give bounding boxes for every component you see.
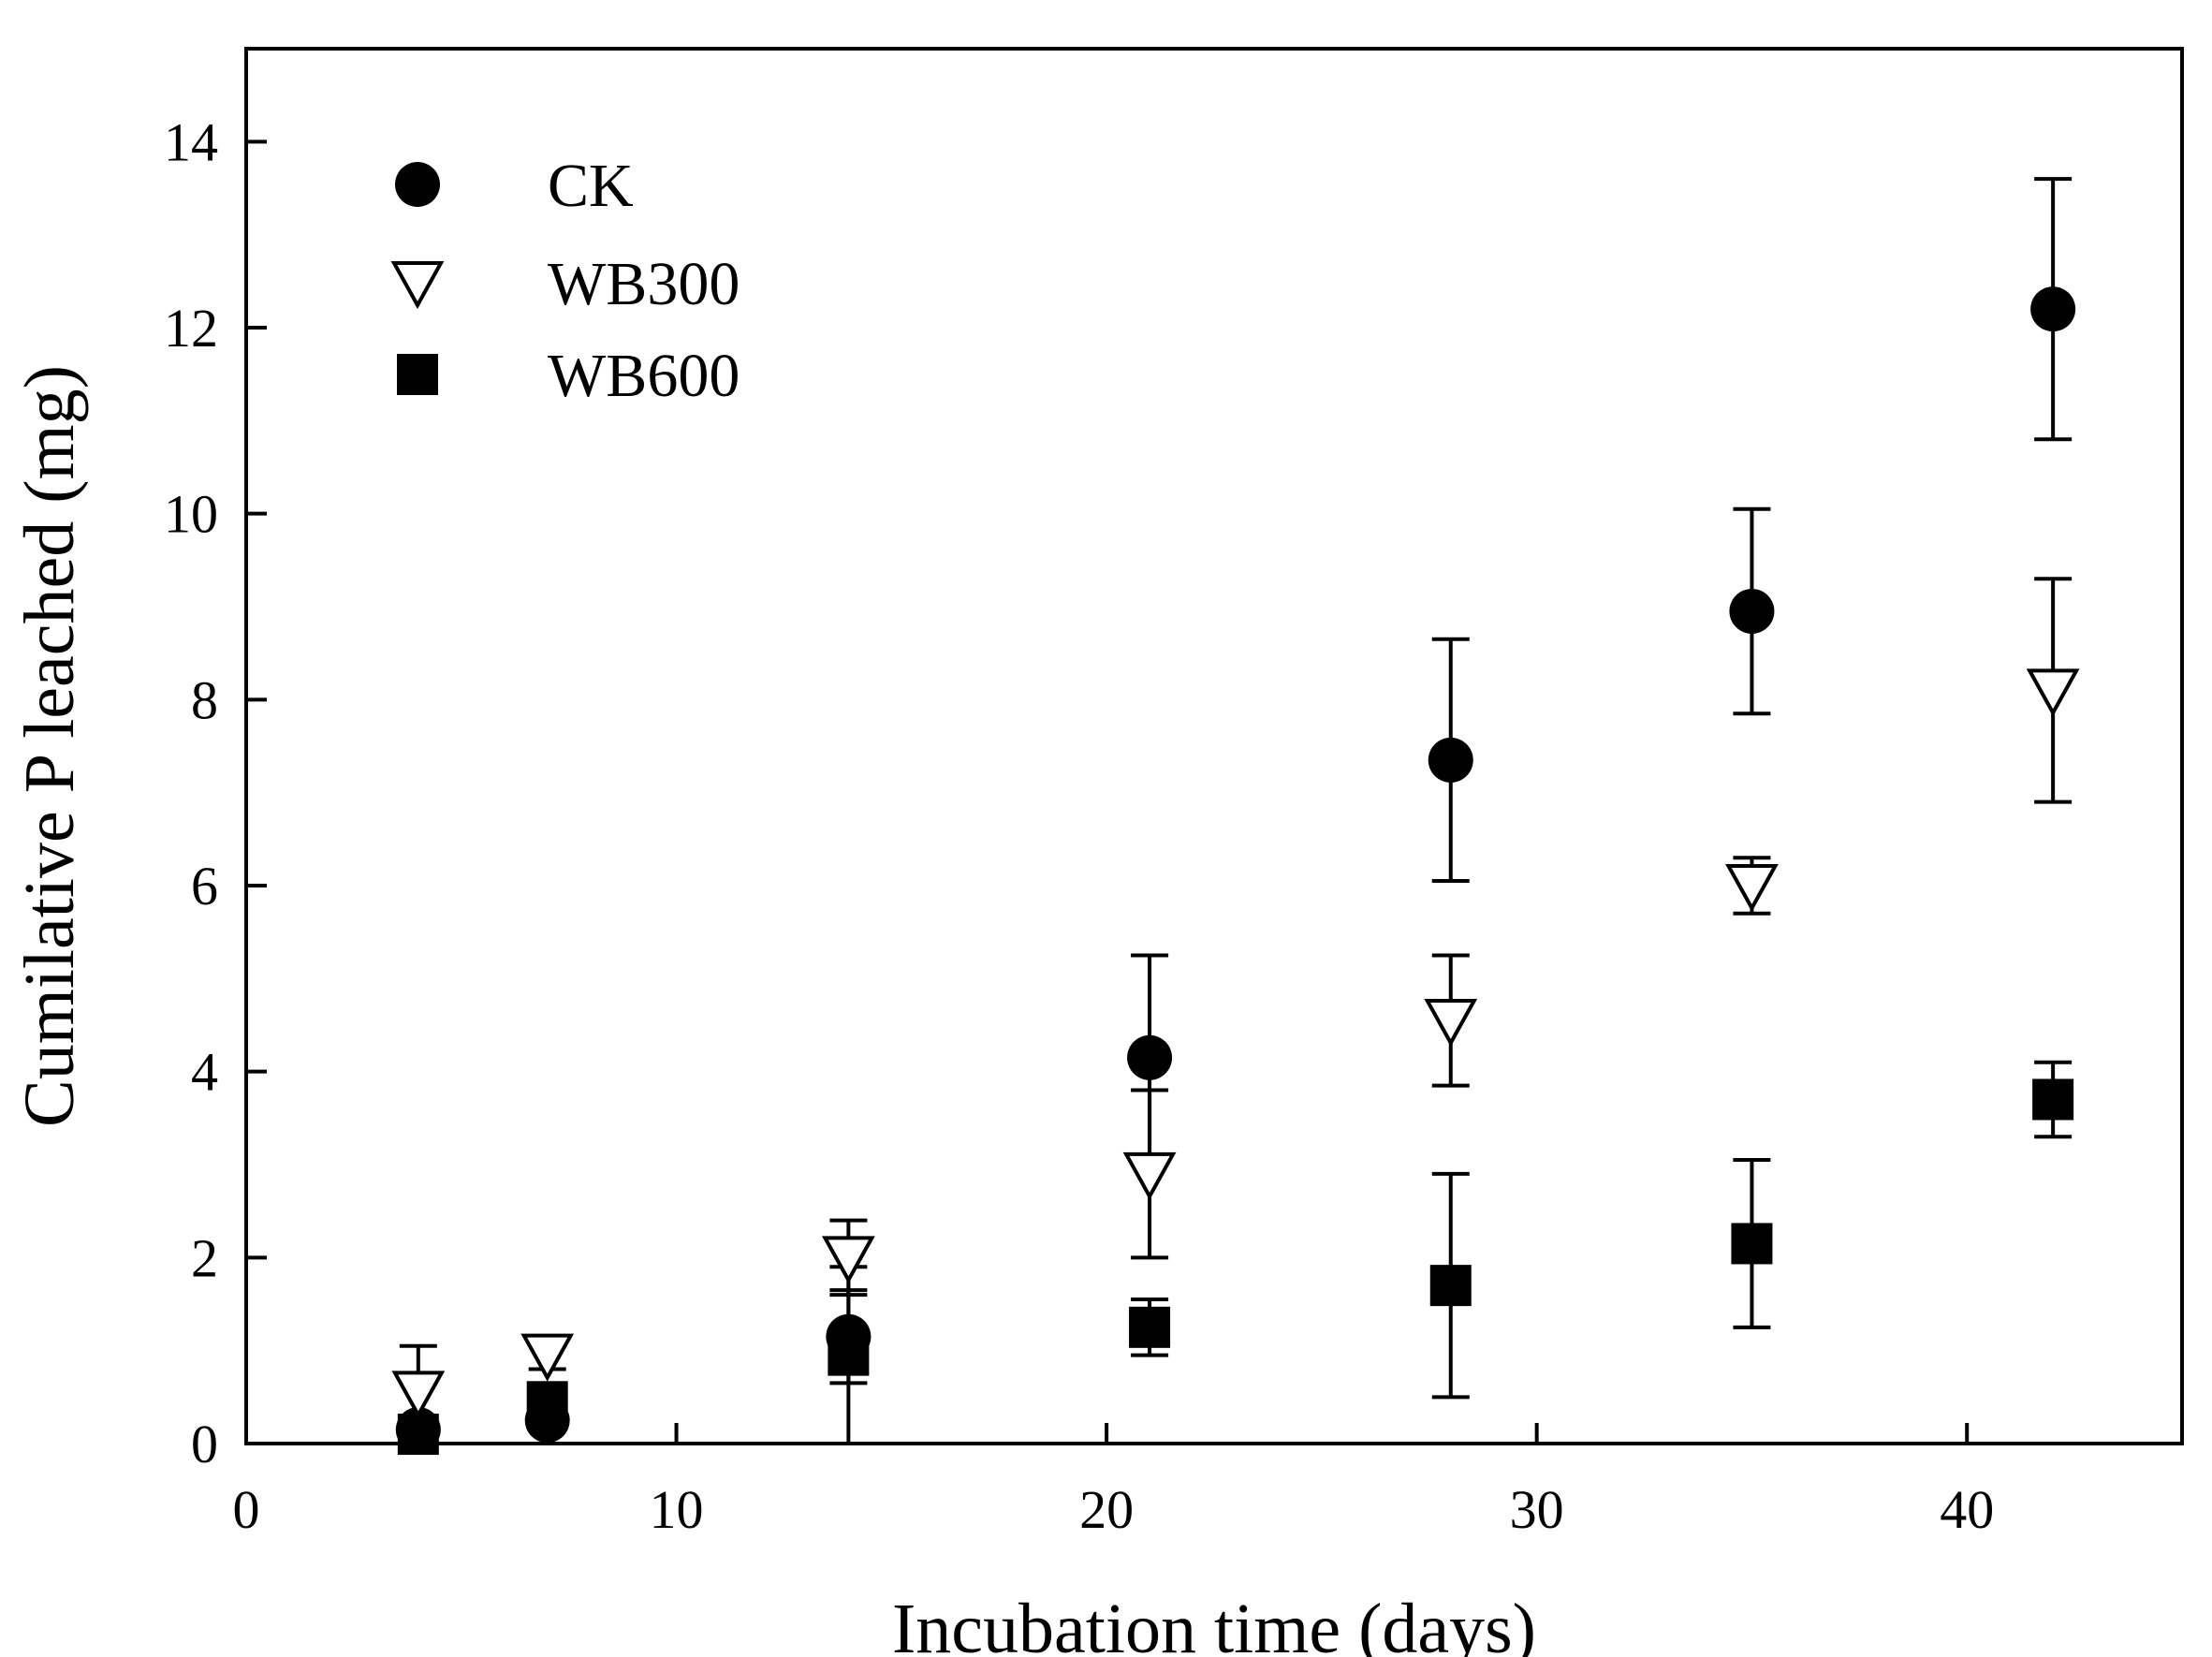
point-ck	[1127, 1034, 1173, 1080]
x-axis-ticks: 0 10 20 30 40	[233, 1423, 1994, 1540]
y-tick-label: 8	[191, 669, 218, 730]
point-wb300	[391, 1371, 446, 1419]
y-tick-label: 0	[191, 1414, 218, 1474]
x-axis-title: Incubation time (days)	[892, 1590, 1536, 1657]
y-tick-label: 12	[164, 298, 218, 359]
x-tick-label: 30	[1510, 1479, 1564, 1540]
y-tick-label: 10	[164, 484, 218, 545]
point-wb300	[2026, 668, 2080, 717]
x-tick-label: 0	[233, 1479, 260, 1540]
point-wb300	[821, 1236, 875, 1284]
legend-label-wb300: WB300	[548, 250, 740, 318]
plot-frame	[244, 47, 2184, 1445]
point-wb600	[1429, 1265, 1472, 1307]
y-tick-label: 6	[191, 856, 218, 916]
legend: CK WB300 WB600	[390, 152, 740, 410]
point-ck	[2030, 286, 2076, 332]
y-tick-label: 2	[191, 1227, 218, 1288]
point-wb600	[526, 1381, 568, 1423]
legend-marker-wb300	[390, 261, 445, 310]
point-wb600	[397, 1414, 439, 1456]
point-wb600	[1129, 1306, 1171, 1348]
legend-label-ck: CK	[548, 152, 634, 220]
point-ck	[1729, 588, 1775, 634]
x-tick-label: 20	[1079, 1479, 1134, 1540]
point-wb300	[1725, 864, 1779, 913]
point-wb300	[520, 1333, 575, 1382]
y-tick-label: 4	[191, 1042, 218, 1103]
point-ck	[1428, 737, 1473, 783]
y-axis-title: Cumilative P leached (mg)	[10, 365, 89, 1127]
data-markers	[391, 286, 2080, 1456]
point-wb600	[1731, 1223, 1773, 1265]
legend-marker-wb600	[397, 354, 438, 395]
legend-label-wb600: WB600	[548, 342, 740, 410]
point-wb600	[828, 1334, 870, 1376]
point-wb300	[1424, 999, 1478, 1048]
x-tick-label: 40	[1940, 1479, 1994, 1540]
x-tick-label: 10	[650, 1479, 704, 1540]
legend-marker-ck	[395, 162, 440, 207]
y-axis-ticks: 0 2 4 6 8 10 12 14	[164, 111, 267, 1474]
point-wb300	[1122, 1151, 1177, 1201]
y-tick-label: 14	[164, 111, 218, 172]
point-wb600	[2032, 1078, 2074, 1121]
